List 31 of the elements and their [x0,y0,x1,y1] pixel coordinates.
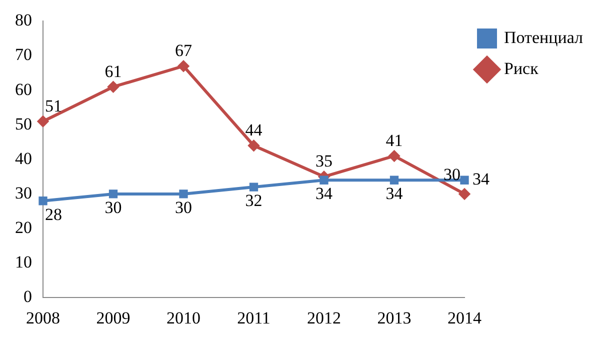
y-tick-label: 50 [15,114,32,134]
data-label: 30 [175,198,192,217]
y-tick-label: 0 [24,287,32,306]
data-label: 51 [45,96,62,116]
y-tick-label: 40 [15,148,32,168]
data-label: 61 [104,62,122,81]
data-label: 41 [386,130,403,150]
x-tick-label: 2008 [26,308,60,328]
legend-label: Потенциал [504,28,584,47]
data-label: 34 [316,184,333,204]
legend-label: Риск [504,58,540,78]
data-label: 34 [386,184,404,204]
data-label: 32 [245,191,262,210]
y-tick-label: 70 [15,45,32,64]
y-tick-label: 30 [15,183,32,202]
y-tick-label: 80 [15,10,32,30]
y-tick-label: 10 [15,252,32,272]
data-label: 44 [245,120,263,140]
x-tick-label: 2014 [448,308,482,328]
data-label: 35 [316,152,332,171]
x-tick-label: 2010 [166,308,200,328]
data-label: 28 [45,204,62,224]
x-tick-label: 2013 [377,308,412,328]
y-tick-label: 20 [15,218,32,237]
data-label: 67 [175,41,192,60]
data-label: 30 [104,198,122,217]
x-tick-label: 2011 [237,308,270,328]
data-label: 34 [472,170,490,189]
x-tick-label: 2009 [96,308,130,328]
x-tick-label: 2012 [307,308,341,328]
y-tick-label: 60 [15,80,32,99]
